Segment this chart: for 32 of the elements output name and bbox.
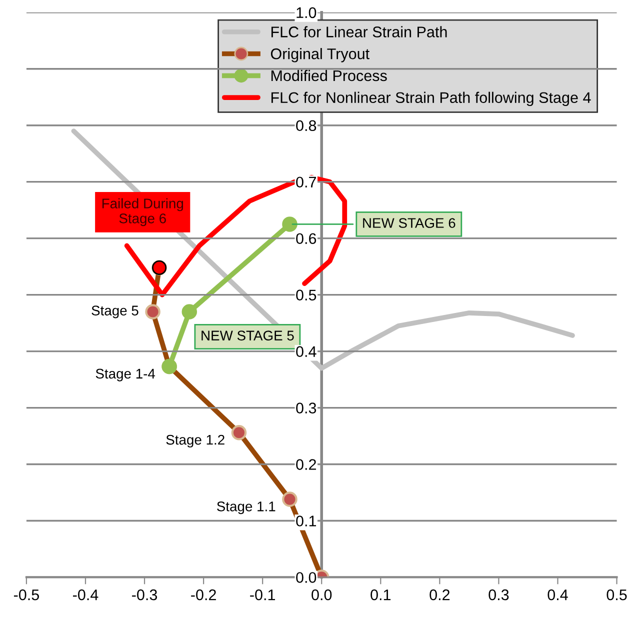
legend-label: Original Tryout: [270, 48, 370, 62]
annotation: Stage 5: [92, 306, 138, 318]
y-tick-label: 0.1: [296, 516, 316, 526]
y-tick-label: 0.7: [296, 176, 316, 188]
y-tick-label: 0.4: [296, 346, 316, 357]
annotation: NEW STAGE 5: [202, 330, 294, 340]
legend-label: FLC for Nonlinear Strain Path following Stage 4: [271, 92, 591, 106]
x-tick-label: -0.1: [250, 589, 276, 600]
annotation: Stage 1.2: [166, 434, 224, 448]
y-tick-label: 0.6: [296, 233, 316, 244]
x-tick-label: -0.2: [191, 589, 216, 600]
x-tick-label: 0.1: [370, 589, 391, 600]
x-tick-label: -0.3: [132, 589, 158, 600]
legend-label: Modified Process: [271, 70, 387, 82]
annotation: Stage 1.1: [217, 502, 276, 514]
y-tick-label: 0.2: [296, 459, 316, 470]
x-tick-label: 0.0: [312, 589, 332, 600]
x-tick-label: 0.5: [606, 589, 627, 600]
y-tick-label: 1.0: [296, 7, 316, 18]
y-tick-label: 0.3: [296, 402, 316, 414]
x-tick-label: 0.4: [548, 589, 568, 600]
x-tick-label: 0.2: [430, 589, 450, 600]
y-tick-label: 0.8: [296, 120, 316, 132]
x-tick-label: -0.5: [14, 589, 39, 600]
annotation: NEW STAGE 6: [363, 218, 456, 228]
annotation: Stage 1-4: [96, 368, 156, 382]
legend-label: FLC for Linear Strain Path: [271, 26, 447, 38]
x-tick-label: -0.4: [73, 589, 98, 600]
y-tick-label: 0.5: [296, 290, 316, 300]
y-tick-label: 0.0: [296, 572, 316, 583]
annotation: Failed During Stage 6: [102, 198, 184, 226]
x-tick-label: 0.3: [488, 589, 509, 600]
